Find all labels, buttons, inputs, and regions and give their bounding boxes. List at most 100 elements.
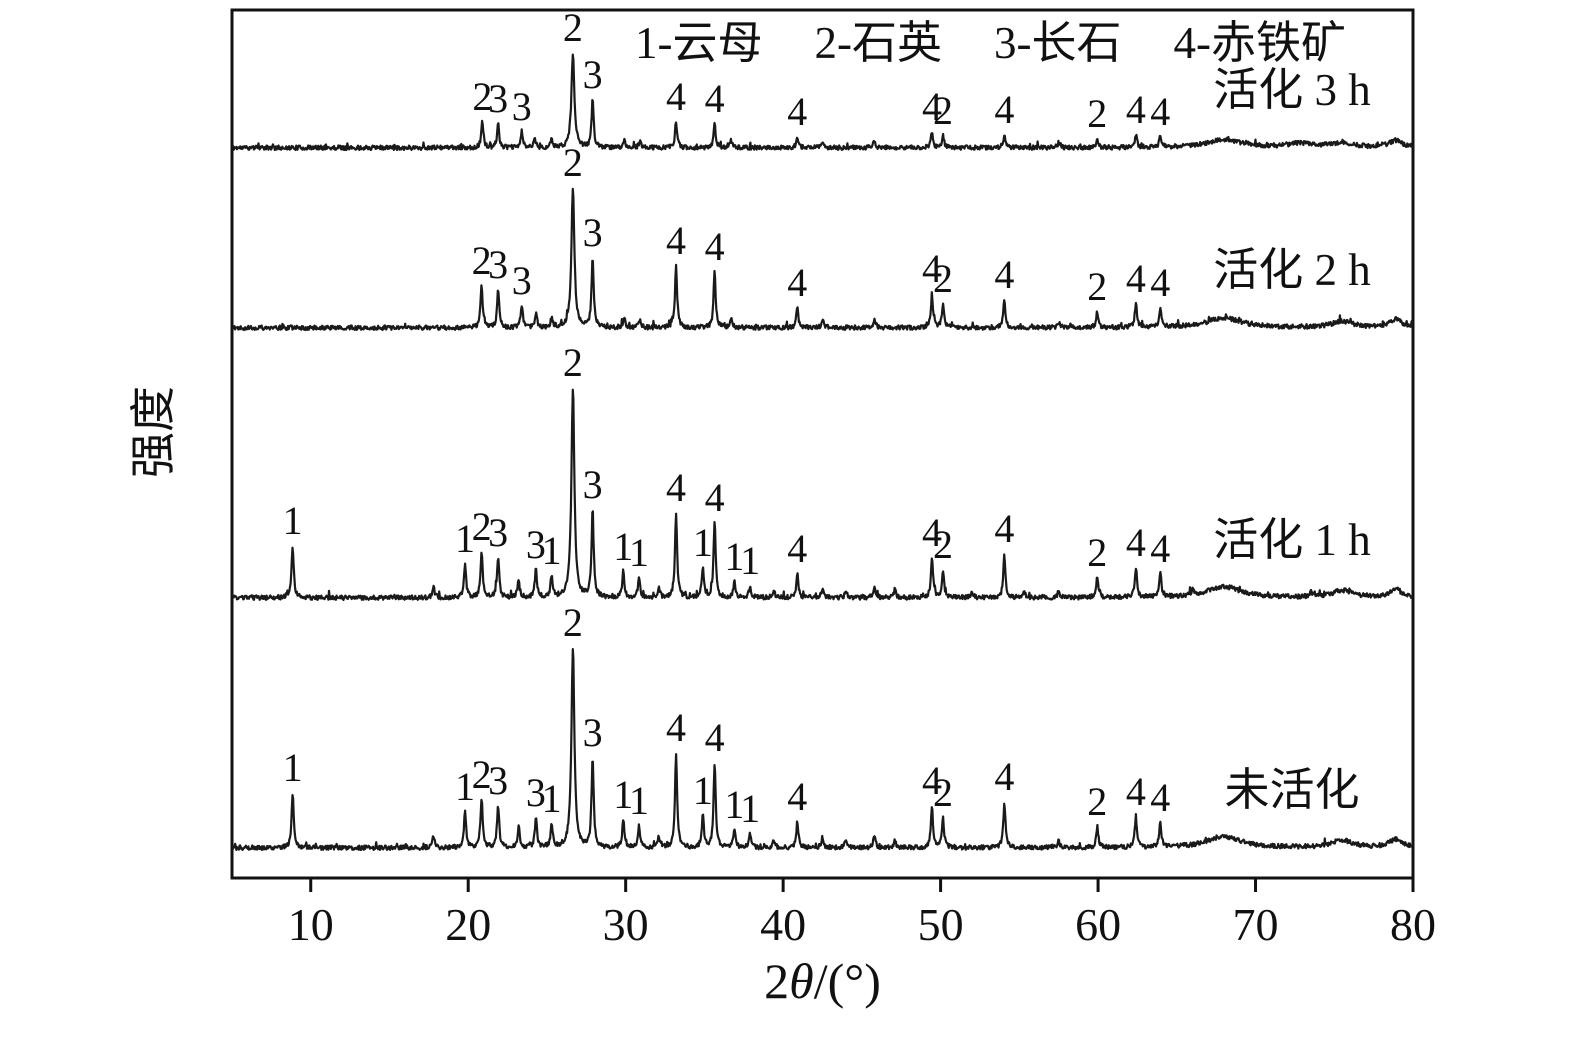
legend-item-quartz: 2-石英: [814, 18, 943, 68]
peak-label: 3: [488, 242, 508, 287]
peak-label: 2: [1087, 91, 1107, 136]
peak-label: 4: [922, 510, 942, 555]
peak-label: 1: [613, 524, 633, 569]
peak-label: 2: [1087, 779, 1107, 824]
peak-label: 1: [283, 498, 303, 543]
peak-label: 4: [1126, 256, 1146, 301]
peak-label: 4: [1150, 260, 1170, 305]
peak-label: 4: [1126, 769, 1146, 814]
peak-label: 4: [922, 758, 942, 803]
peak-label: 2: [563, 340, 583, 385]
legend-item-feldspar: 3-长石: [994, 18, 1122, 68]
peak-label: 4: [994, 252, 1014, 297]
peak-label: 4: [1126, 87, 1146, 132]
peak-label: 4: [787, 260, 807, 305]
peak-label: 1: [693, 768, 713, 813]
peak-label: 4: [787, 526, 807, 571]
peak-label: 3: [526, 770, 546, 815]
x-tick-label: 40: [760, 899, 806, 950]
peak-label: 2: [472, 752, 492, 797]
trace-label: 未活化: [1224, 765, 1359, 815]
peak-label: 1: [740, 538, 760, 583]
peak-label: 3: [488, 76, 508, 121]
peak-label: 4: [1126, 520, 1146, 565]
peak-label: 4: [922, 84, 942, 129]
peak-label: 2: [563, 5, 583, 50]
peak-label: 1: [613, 772, 633, 817]
peak-label: 2: [933, 522, 953, 567]
peak-label: 2: [472, 238, 492, 283]
xrd-trace: [230, 648, 1414, 851]
peak-label: 4: [1150, 89, 1170, 134]
peak-label: 2: [472, 74, 492, 119]
peak-label: 2: [933, 770, 953, 815]
x-tick-label: 50: [918, 899, 964, 950]
x-tick-label: 70: [1233, 899, 1279, 950]
x-tick-label: 20: [445, 899, 491, 950]
y-axis-title: 强度: [128, 386, 179, 478]
peak-label: 4: [1150, 775, 1170, 820]
peak-label: 2: [472, 504, 492, 549]
peak-label: 1: [283, 745, 303, 790]
xrd-trace: [230, 388, 1414, 601]
peak-label: 2: [1087, 264, 1107, 309]
peak-label: 4: [994, 506, 1014, 551]
theta-symbol: θ: [789, 953, 814, 1009]
peak-label: 1: [693, 520, 713, 565]
peak-label: 1: [629, 530, 649, 575]
x-tick-label: 10: [288, 899, 334, 950]
peak-label: 4: [922, 246, 942, 291]
x-axis-title-part: /(°): [813, 953, 881, 1009]
peak-label: 4: [787, 774, 807, 819]
legend: 1-云母 2-石英 3-长石 4-赤铁矿: [635, 6, 1346, 71]
peak-label: 3: [512, 258, 532, 303]
peak-label: 4: [666, 705, 686, 750]
peak-label: 3: [583, 462, 603, 507]
peak-label: 2: [933, 256, 953, 301]
peak-label: 1: [542, 528, 562, 573]
peak-label: 4: [705, 715, 725, 760]
x-tick-label: 80: [1390, 899, 1436, 950]
peak-label: 1: [724, 534, 744, 579]
peak-label: 4: [705, 475, 725, 520]
trace-label: 活化 3 h: [1213, 65, 1371, 115]
peak-label: 1: [724, 782, 744, 827]
peak-label: 3: [583, 710, 603, 755]
peak-label: 1: [455, 516, 475, 561]
peak-label: 2: [933, 88, 953, 133]
peak-label: 4: [994, 87, 1014, 132]
peak-label: 4: [787, 89, 807, 134]
peak-label: 4: [1150, 526, 1170, 571]
peak-label: 4: [705, 76, 725, 121]
x-axis-title: 2θ/(°): [232, 952, 1413, 1010]
peak-label: 4: [666, 218, 686, 263]
peak-label: 1: [629, 778, 649, 823]
xrd-trace: [230, 187, 1414, 332]
peak-label: 3: [526, 522, 546, 567]
trace-label: 活化 2 h: [1213, 245, 1371, 295]
peak-label: 4: [666, 465, 686, 510]
legend-item-mica: 1-云母: [635, 18, 763, 68]
peak-label: 3: [583, 210, 603, 255]
peak-label: 4: [705, 224, 725, 269]
legend-item-hematite: 4-赤铁矿: [1173, 18, 1347, 68]
peak-label: 3: [488, 758, 508, 803]
peak-label: 2: [1087, 530, 1107, 575]
plot-border: [230, 8, 1415, 880]
peak-label: 2: [563, 140, 583, 185]
x-tick-label: 30: [603, 899, 649, 950]
peak-label: 2: [563, 600, 583, 645]
peak-label: 3: [583, 52, 603, 97]
peak-label: 3: [512, 84, 532, 129]
peak-label: 4: [666, 74, 686, 119]
trace-label: 活化 1 h: [1213, 515, 1371, 565]
xrd-trace: [231, 53, 1415, 152]
peak-label: 4: [994, 754, 1014, 799]
peak-label: 3: [488, 510, 508, 555]
peak-label: 1: [455, 764, 475, 809]
peak-label: 1: [740, 786, 760, 831]
x-tick-label: 60: [1075, 899, 1121, 950]
peak-label: 1: [542, 776, 562, 821]
x-axis-title-part: 2: [764, 953, 790, 1009]
